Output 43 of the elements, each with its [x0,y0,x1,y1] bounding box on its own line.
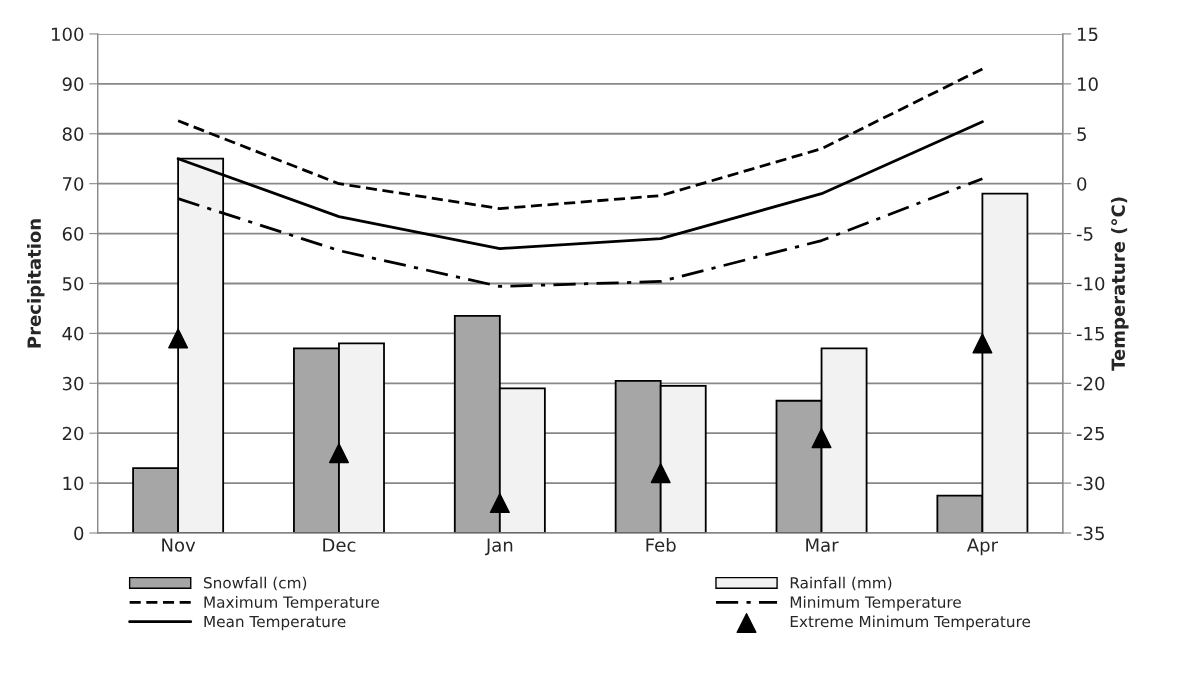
y-tick-label: 80 [62,127,84,141]
y-tick-label: 30 [62,376,84,391]
y2-tick-label: 10 [1078,77,1098,91]
point [168,328,189,349]
legend-label: Extreme Minimum Temperature [790,615,1031,631]
y-tick-label: 10 [63,476,84,491]
point [328,443,349,464]
x-tick-label: Feb [646,537,676,552]
point [972,333,993,354]
point [650,463,671,484]
legend-label: Snowfall (cm) [203,576,307,591]
x-tick-label: Dec [323,538,356,552]
y-tick-label: 90 [62,77,84,91]
legend-label: Mean Temperature [204,615,346,631]
y-axis-title: Precipitation [27,219,45,348]
y2-tick-label: -25 [1076,426,1104,441]
y-tick-label: 0 [74,526,84,541]
y2-tick-label: -10 [1076,276,1105,291]
y2-tick-label: 0 [1077,177,1087,191]
point [489,493,510,514]
x-tick-label: Mar [806,538,839,552]
point [811,428,832,449]
y2-tick-label: 15 [1078,27,1098,42]
y2-tick-label: -20 [1076,376,1105,391]
y-tick-label: 60 [62,227,84,241]
y2-tick-label: -15 [1076,327,1104,341]
y-tick-label: 20 [62,426,84,441]
x-tick-label: Jan [484,538,513,556]
y2-tick-label: -5 [1076,227,1093,241]
y2-tick-label: 5 [1077,127,1086,141]
y-tick-label: 70 [63,177,84,191]
y2-tick-label: -35 [1076,526,1104,541]
line-series [176,67,984,211]
x-tick-label: Nov [162,538,196,552]
y-tick-label: 100 [52,27,84,42]
legend-label: Minimum Temperature [790,596,961,611]
y-tick-label: 50 [62,276,84,291]
x-tick-label: Apr [966,538,999,556]
legend-label: Maximum Temperature [204,596,380,611]
y2-tick-label: -30 [1076,476,1105,491]
y-tick-label: 40 [62,326,84,341]
legend-label: Rainfall (mm) [790,576,892,591]
y2-axis-title: Temperature (°C) [1111,197,1129,371]
